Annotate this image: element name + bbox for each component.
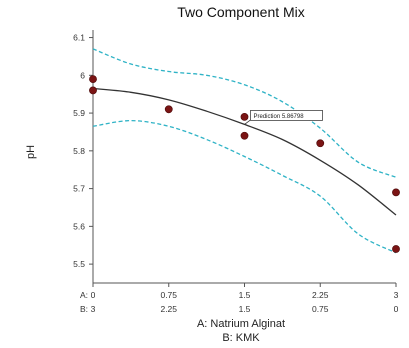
upper-confidence-band (92, 48, 397, 178)
annotation-label: Prediction 5.86798 (254, 114, 305, 120)
x-tick-label-a: 3 (394, 290, 399, 300)
x-tick-label-b: 3 (91, 304, 96, 314)
x-tick-prefix-b: B: (80, 304, 88, 314)
x-axis-title-a: A: Natrium Alginat (197, 318, 285, 330)
y-tick-label: 6.1 (73, 33, 85, 43)
data-point (392, 188, 400, 197)
chart-title: Two Component Mix (177, 4, 305, 20)
data-point (392, 245, 400, 253)
data-point (89, 86, 97, 95)
y-tick-label: 6 (80, 70, 85, 80)
data-point (316, 139, 325, 148)
y-axis-title: pH (25, 145, 37, 159)
x-tick-label-a: 2.25 (312, 290, 329, 300)
data-point (89, 75, 97, 83)
fit-line (92, 87, 397, 216)
x-tick-label-b: 0 (394, 304, 399, 314)
x-tick-prefix-a: A: (80, 290, 88, 300)
plot-area: 5.5 5.6 5.7 5.8 5.9 6 6.1 0 3 0.75 2.25 1.5 1.5 2.25 0… (73, 30, 400, 314)
y-tick-label: 5.6 (73, 221, 85, 231)
x-tick-label-a: 0.75 (160, 290, 177, 300)
x-axis-title-b: B: KMK (222, 332, 260, 344)
x-tick-label-b: 0.75 (312, 304, 329, 314)
x-tick-label-b: 2.25 (160, 304, 177, 314)
data-point (240, 112, 249, 121)
y-tick-label: 5.9 (73, 108, 85, 118)
x-tick-label-b: 1.5 (239, 304, 251, 314)
data-point (240, 131, 249, 140)
annotation-box (250, 110, 323, 121)
data-point (164, 105, 173, 114)
y-tick-label: 5.8 (73, 146, 85, 156)
lower-confidence-band (92, 119, 397, 254)
y-tick-label: 5.7 (73, 184, 85, 194)
x-tick-label-a: 0 (91, 290, 96, 300)
x-tick-label-a: 1.5 (239, 290, 251, 300)
y-tick-label: 5.5 (73, 259, 85, 269)
